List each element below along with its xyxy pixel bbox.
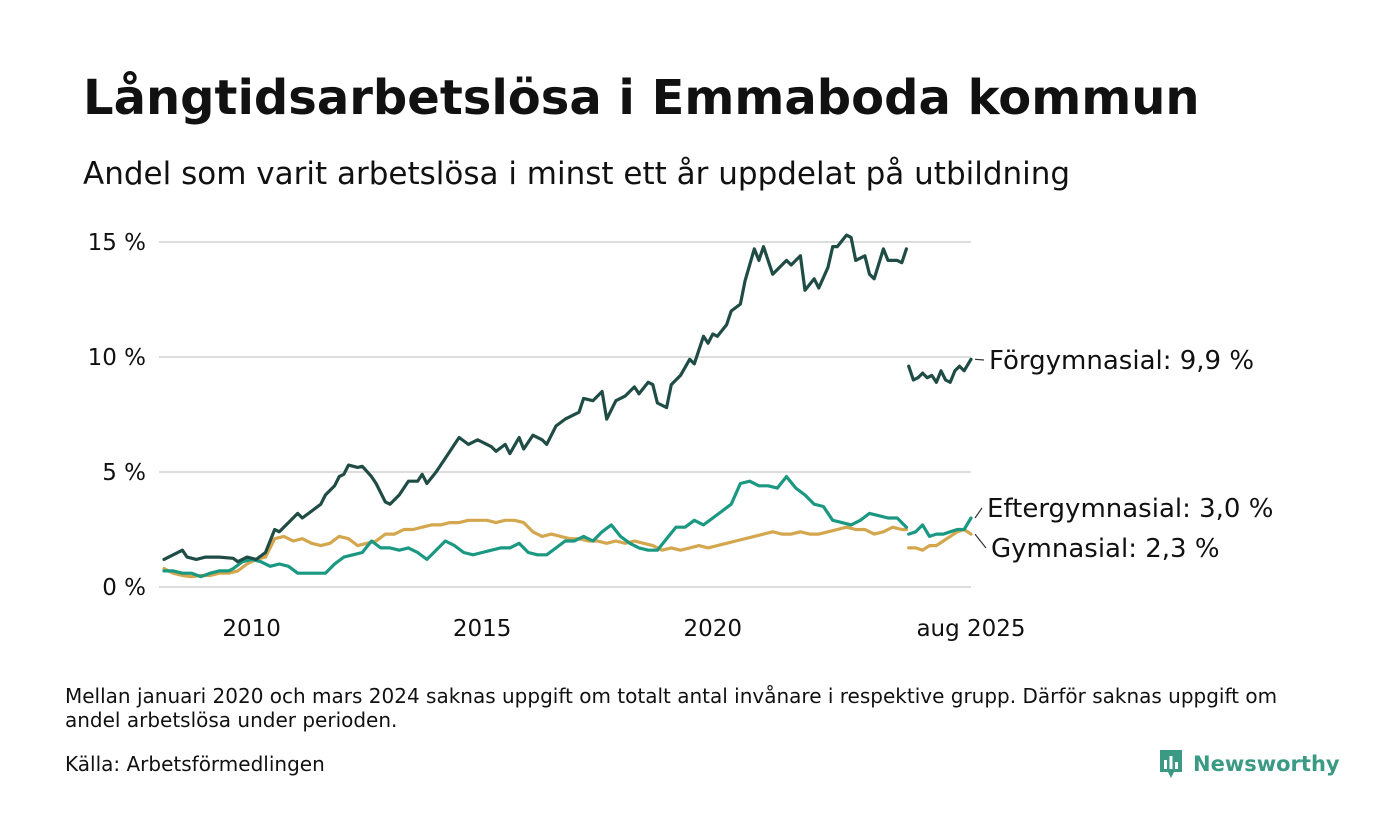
series-line-eftergymnasial	[907, 516, 973, 538]
chart-subtitle: Andel som varit arbetslösa i minst ett å…	[83, 156, 1071, 192]
y-tick-label: 15 %	[88, 230, 146, 256]
series-lines	[162, 233, 973, 579]
series-line-eftergymnasial	[162, 475, 908, 579]
chart-note: Mellan januari 2020 och mars 2024 saknas…	[65, 684, 1278, 732]
x-tick-label: 2020	[683, 616, 742, 642]
grid-lines	[159, 241, 971, 588]
label-leader-line	[974, 358, 985, 361]
y-tick-label: 0 %	[102, 575, 146, 601]
series-end-label: Förgymnasial: 9,9 %	[989, 346, 1254, 376]
chart-source: Källa: Arbetsförmedlingen	[65, 752, 325, 776]
chart-title: Långtidsarbetslösa i Emmaboda kommun	[83, 70, 1200, 126]
series-line-förgymnasial	[907, 357, 973, 384]
brand-logo: Newsworthy	[1158, 747, 1340, 781]
label-leader-line	[974, 507, 983, 519]
x-axis: 2010 2015 2020 aug 2025	[222, 616, 1025, 642]
y-tick-label: 5 %	[102, 460, 146, 486]
series-end-label: Eftergymnasial: 3,0 %	[987, 494, 1273, 524]
x-tick-label: 2015	[453, 616, 512, 642]
brand-name: Newsworthy	[1193, 752, 1340, 776]
series-end-label: Gymnasial: 2,3 %	[991, 534, 1220, 564]
series-end-labels: Förgymnasial: 9,9 % Eftergymnasial: 3,0 %…	[974, 346, 1273, 564]
x-tick-label: aug 2025	[916, 616, 1025, 642]
y-tick-label: 10 %	[88, 345, 146, 371]
x-tick-label: 2010	[222, 616, 281, 642]
label-leader-line	[974, 533, 987, 549]
series-line-gymnasial	[162, 518, 908, 579]
newsworthy-logo-icon	[1160, 750, 1182, 778]
line-chart: 0 % 5 % 10 % 15 % 2010 2015 2020 aug 2025 Förg…	[88, 230, 1274, 642]
series-line-förgymnasial	[162, 233, 908, 564]
y-axis: 0 % 5 % 10 % 15 %	[88, 230, 146, 601]
